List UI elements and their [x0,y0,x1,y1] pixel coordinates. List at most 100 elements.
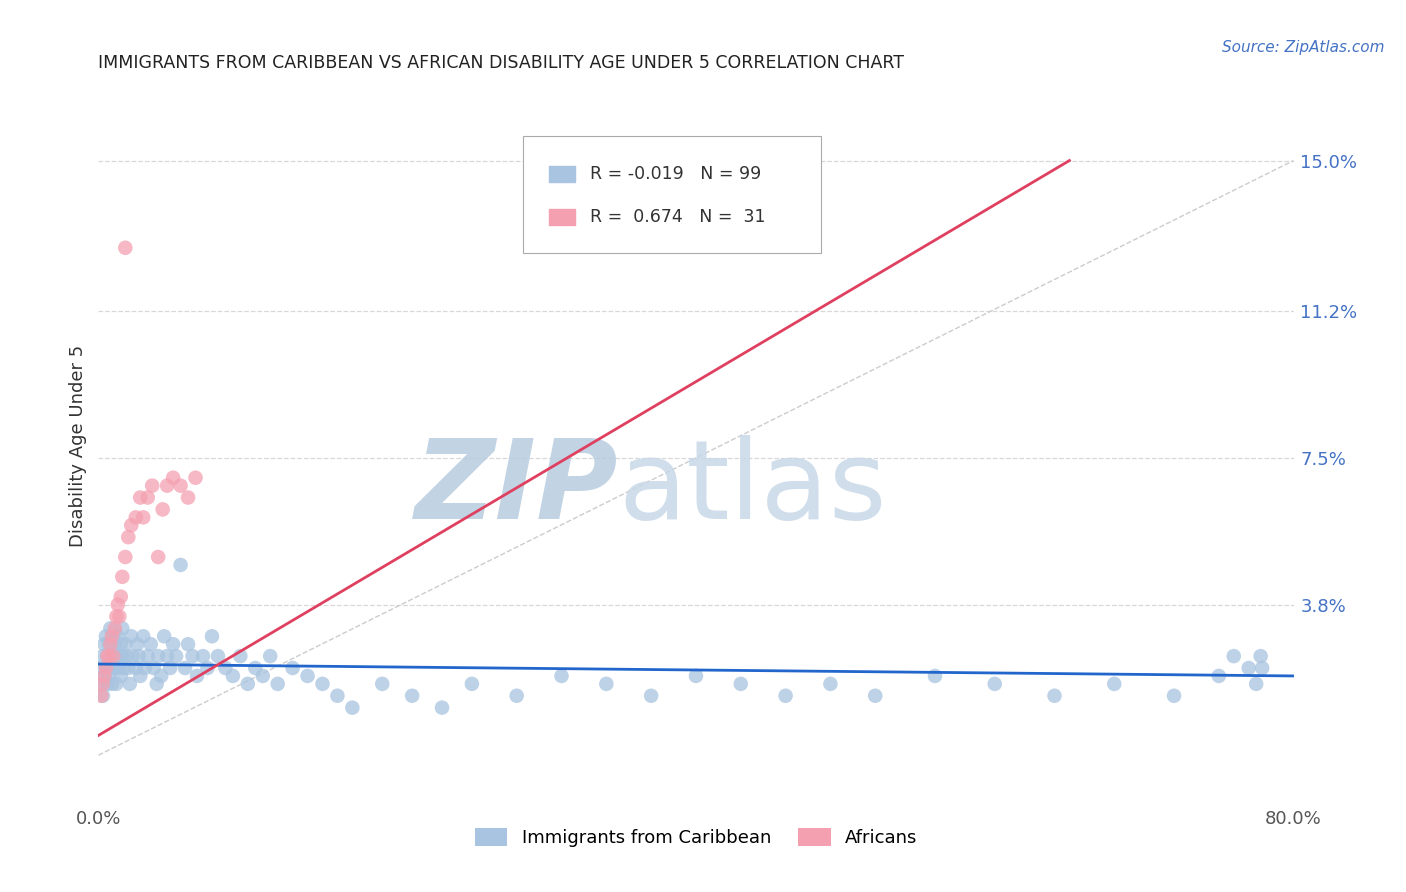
Point [371,677,394,691]
Point [924,669,946,683]
Point [105,649,128,664]
Point [132,510,155,524]
Point [297,669,319,683]
Point [1043,689,1066,703]
Point [142,661,165,675]
Point [107,661,129,675]
Point [184,471,207,485]
Point [107,598,129,612]
Point [114,549,136,564]
Point [461,677,484,691]
Point [152,502,174,516]
Point [259,649,281,664]
Point [252,669,274,683]
Y-axis label: Disability Age Under 5: Disability Age Under 5 [69,345,87,547]
Point [105,609,128,624]
Point [94,661,117,675]
Point [98,637,122,651]
Point [134,661,156,675]
Point [93,669,115,683]
Point [107,629,129,643]
Point [108,609,131,624]
Point [91,677,114,691]
Text: R =  0.674   N =  31: R = 0.674 N = 31 [589,208,765,227]
Text: Source: ZipAtlas.com: Source: ZipAtlas.com [1222,40,1385,55]
Point [136,491,159,505]
Point [1251,661,1274,675]
Point [111,621,134,635]
Point [104,637,127,651]
Point [430,700,453,714]
Point [326,689,349,703]
Point [1237,661,1260,675]
Point [342,700,364,714]
Point [125,510,148,524]
Point [186,669,208,683]
Text: ZIP: ZIP [415,435,619,542]
Point [111,570,134,584]
Point [128,649,150,664]
Point [820,677,842,691]
Point [101,677,124,691]
Point [139,637,162,651]
Point [214,661,236,675]
Point [177,637,200,651]
Point [114,637,136,651]
Point [162,637,184,651]
Point [1163,689,1185,703]
Point [640,689,662,703]
Point [865,689,887,703]
Point [148,649,170,664]
Point [103,649,125,664]
Point [197,661,219,675]
Point [169,478,191,492]
Point [104,661,127,675]
Point [91,649,114,664]
Point [118,677,141,691]
Point [120,518,142,533]
Point [132,629,155,643]
Legend: Immigrants from Caribbean, Africans: Immigrants from Caribbean, Africans [467,821,925,855]
FancyBboxPatch shape [523,136,821,253]
Point [117,530,139,544]
Point [91,689,114,703]
Point [108,649,131,664]
Point [181,649,204,664]
Point [162,471,184,485]
Point [125,661,148,675]
Point [97,637,120,651]
Point [156,478,179,492]
Point [101,661,124,675]
Point [90,689,112,703]
Point [117,661,139,675]
Point [105,677,128,691]
Point [127,637,149,651]
Point [506,689,529,703]
Point [104,621,127,635]
Point [281,661,304,675]
Point [94,661,117,675]
Point [94,629,117,643]
Point [103,629,125,643]
Point [191,649,214,664]
Point [159,661,181,675]
Point [165,649,187,664]
Point [401,689,423,703]
Point [97,669,120,683]
Point [229,649,252,664]
Point [267,677,290,691]
Point [201,629,224,643]
Text: IMMIGRANTS FROM CARIBBEAN VS AFRICAN DISABILITY AGE UNDER 5 CORRELATION CHART: IMMIGRANTS FROM CARIBBEAN VS AFRICAN DIS… [98,54,904,72]
Point [101,629,124,643]
Point [115,649,138,664]
Point [129,491,152,505]
Point [110,637,132,651]
Point [177,491,200,505]
Point [112,661,135,675]
Point [169,558,191,572]
Point [550,669,572,683]
Text: atlas: atlas [619,435,887,542]
Text: R = -0.019   N = 99: R = -0.019 N = 99 [589,165,761,183]
Point [1223,649,1246,664]
Point [98,621,122,635]
